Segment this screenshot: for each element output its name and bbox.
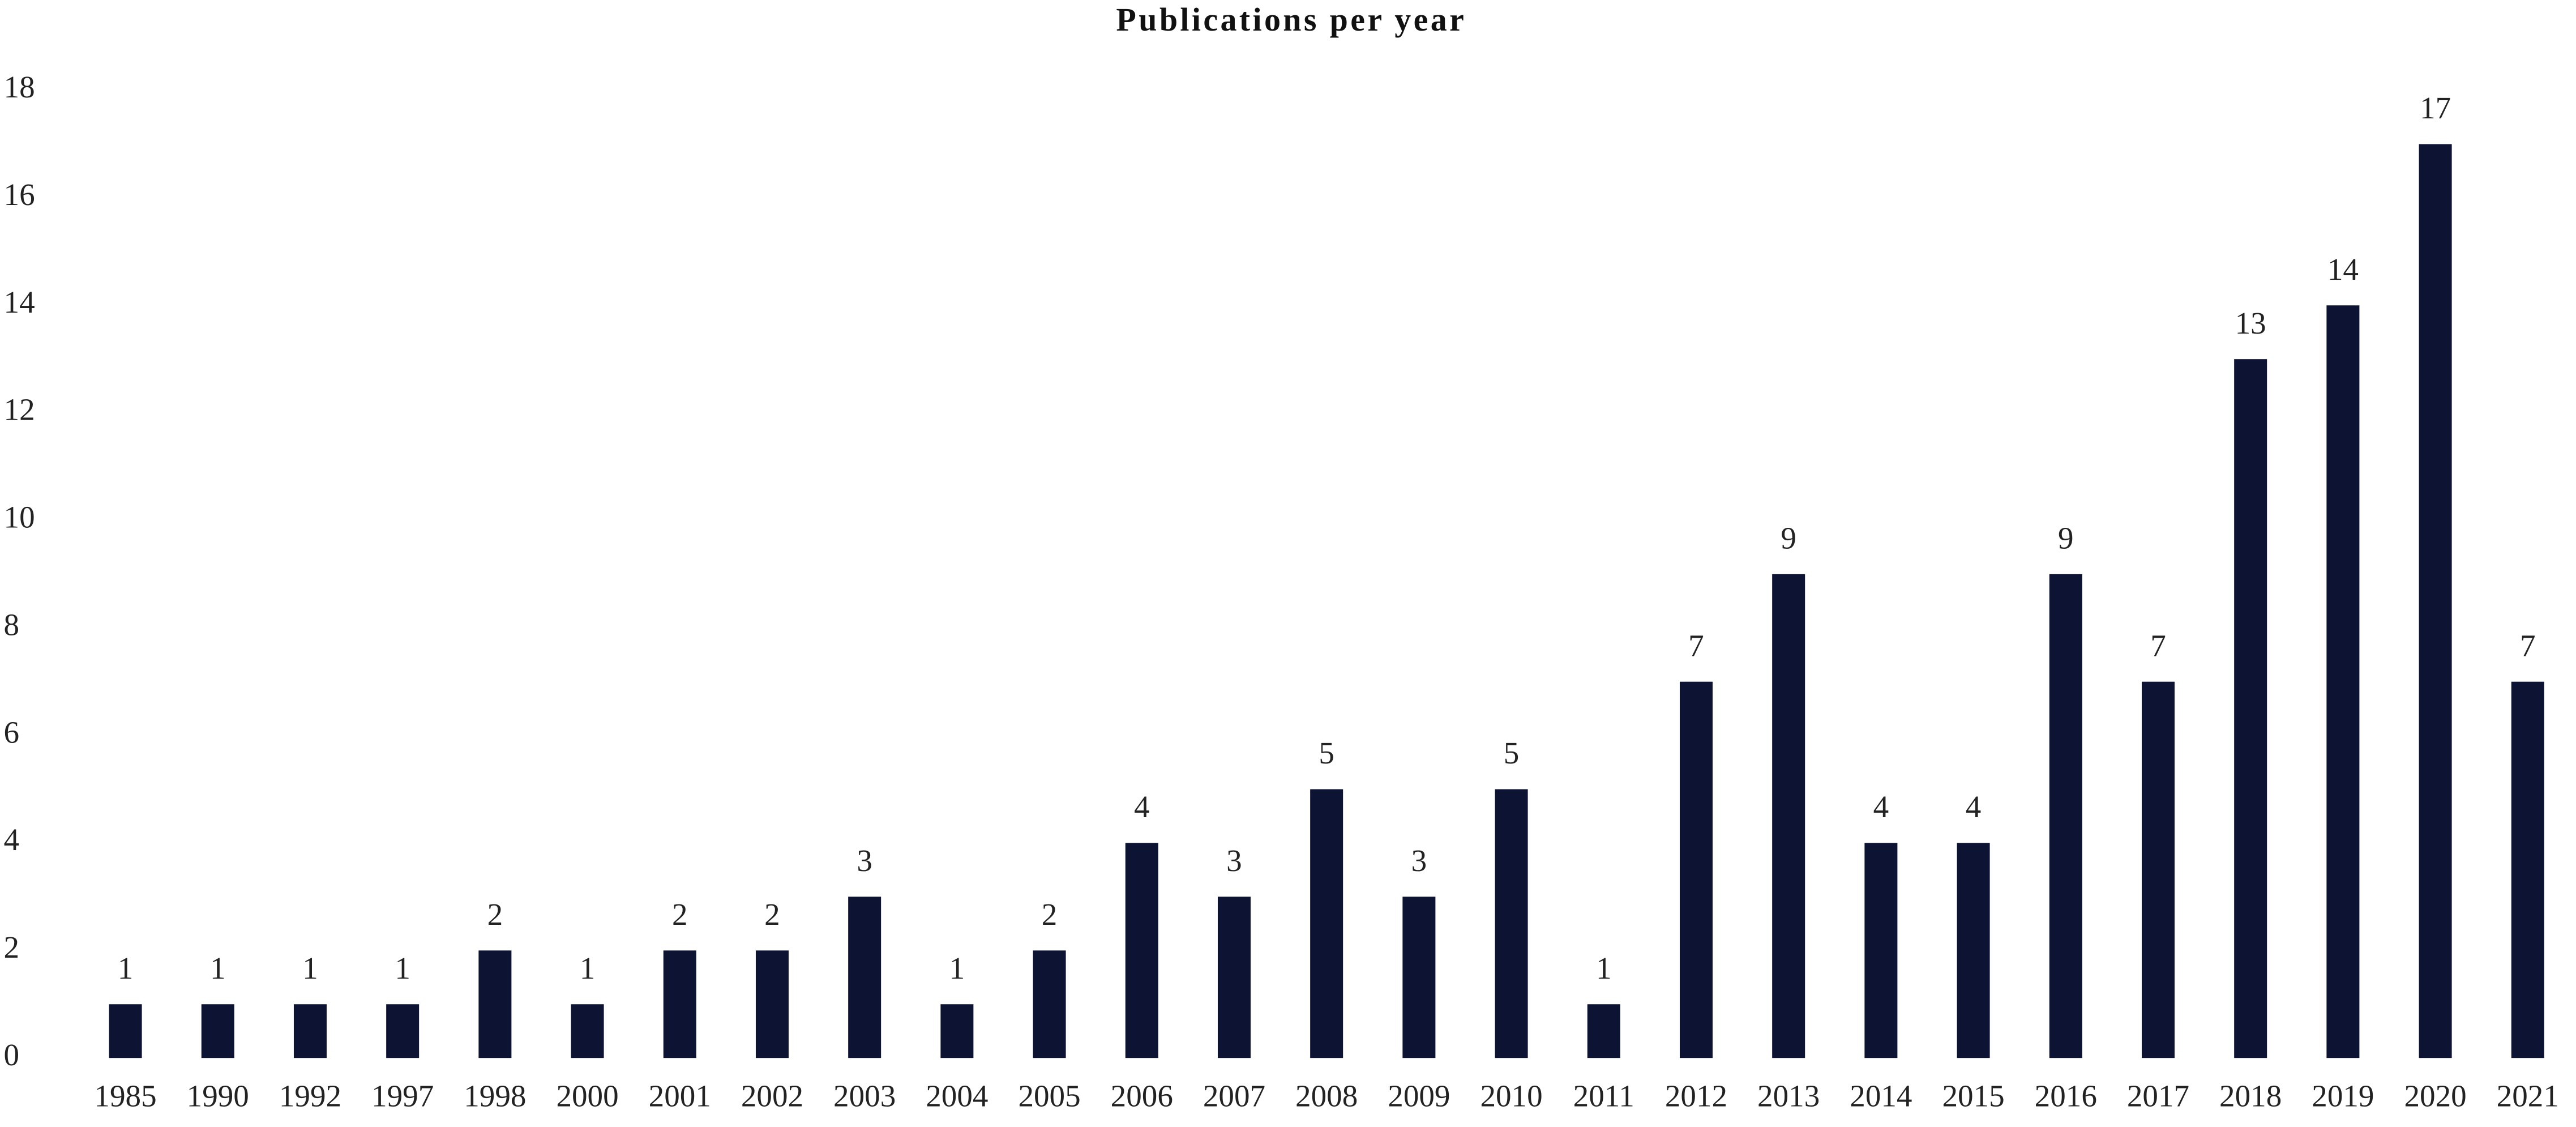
y-tick-label: 16: [4, 177, 35, 212]
x-tick-label: 2010: [1480, 1078, 1542, 1113]
bar: [1402, 897, 1436, 1058]
bar: [1679, 681, 1713, 1058]
data-label: 1: [580, 951, 596, 985]
bar: [2511, 681, 2544, 1058]
bar: [109, 1004, 142, 1058]
data-label: 9: [2058, 520, 2074, 555]
y-tick-label: 6: [4, 715, 20, 749]
bar: [1310, 789, 1343, 1058]
bar: [2419, 144, 2452, 1058]
x-tick-label: 2005: [1018, 1078, 1080, 1113]
bar: [2326, 305, 2360, 1058]
bar: [1772, 574, 1805, 1058]
y-tick-label: 0: [4, 1038, 20, 1072]
x-tick-label: 2000: [556, 1078, 618, 1113]
data-label: 7: [1688, 628, 1704, 663]
bar: [1957, 843, 1990, 1058]
x-tick-label: 2008: [1295, 1078, 1358, 1113]
bar: [571, 1004, 604, 1058]
x-tick-label: 2006: [1111, 1078, 1173, 1113]
x-tick-label: 2019: [2312, 1078, 2374, 1113]
y-tick-label: 2: [4, 930, 20, 964]
x-tick-label: 2007: [1203, 1078, 1265, 1113]
x-tick-label: 2020: [2404, 1078, 2466, 1113]
data-label: 3: [857, 843, 872, 878]
x-tick-label: 2004: [926, 1078, 988, 1113]
data-label: 7: [2520, 628, 2536, 663]
y-tick-label: 12: [4, 392, 35, 427]
bar: [1033, 950, 1066, 1058]
bar: [848, 897, 882, 1058]
data-label: 17: [2420, 91, 2451, 125]
x-tick-label: 2014: [1850, 1078, 1912, 1113]
bar: [2049, 574, 2082, 1058]
x-tick-label: 2011: [1573, 1078, 1634, 1113]
x-tick-label: 2017: [2127, 1078, 2189, 1113]
data-label: 14: [2327, 252, 2359, 287]
bar: [2234, 359, 2267, 1058]
data-label: 5: [1504, 736, 1520, 770]
data-label: 2: [1042, 897, 1058, 932]
x-tick-label: 1998: [464, 1078, 526, 1113]
chart-title: Publications per year: [1116, 1, 1466, 38]
x-tick-label: 2003: [833, 1078, 896, 1113]
data-label: 1: [395, 951, 410, 985]
data-label: 13: [2235, 306, 2266, 340]
x-tick-label: 2015: [1942, 1078, 2004, 1113]
x-tick-label: 2001: [649, 1078, 711, 1113]
data-label: 5: [1319, 736, 1334, 770]
x-tick-label: 2016: [2035, 1078, 2097, 1113]
bar: [1217, 897, 1251, 1058]
bar: [478, 950, 512, 1058]
data-label: 7: [2150, 628, 2166, 663]
y-tick-label: 10: [4, 500, 35, 535]
data-label: 3: [1411, 843, 1427, 878]
data-label: 9: [1781, 520, 1796, 555]
bar: [2141, 681, 2175, 1058]
x-tick-label: 1992: [279, 1078, 341, 1113]
bar: [1587, 1004, 1620, 1058]
data-label: 4: [1966, 789, 1982, 824]
x-tick-label: 2018: [2219, 1078, 2282, 1113]
data-label: 2: [487, 897, 503, 932]
x-tick-label: 2009: [1388, 1078, 1450, 1113]
data-label: 1: [210, 951, 226, 985]
x-tick-label: 1990: [187, 1078, 249, 1113]
x-tick-label: 2021: [2497, 1078, 2559, 1113]
x-tick-label: 2002: [741, 1078, 803, 1113]
x-tick-label: 1997: [371, 1078, 434, 1113]
bar: [1125, 843, 1158, 1058]
data-label: 1: [302, 951, 318, 985]
bar: [755, 950, 789, 1058]
data-label: 4: [1134, 789, 1150, 824]
y-tick-label: 8: [4, 607, 20, 642]
bar: [386, 1004, 420, 1058]
bar: [1864, 843, 1898, 1058]
bar: [201, 1004, 234, 1058]
data-label: 2: [672, 897, 688, 932]
bar: [293, 1004, 327, 1058]
data-label: 3: [1226, 843, 1242, 878]
x-tick-label: 2013: [1757, 1078, 1820, 1113]
x-tick-label: 2012: [1665, 1078, 1727, 1113]
data-label: 1: [949, 951, 965, 985]
bar: [663, 950, 696, 1058]
y-tick-label: 14: [4, 285, 35, 319]
data-label: 2: [764, 897, 780, 932]
bar: [1495, 789, 1528, 1058]
y-tick-label: 18: [4, 70, 35, 104]
data-label: 1: [1596, 951, 1612, 985]
bar: [940, 1004, 974, 1058]
x-tick-label: 1985: [94, 1078, 156, 1113]
data-label: 4: [1873, 789, 1889, 824]
y-tick-label: 4: [4, 822, 20, 857]
data-label: 1: [118, 951, 134, 985]
